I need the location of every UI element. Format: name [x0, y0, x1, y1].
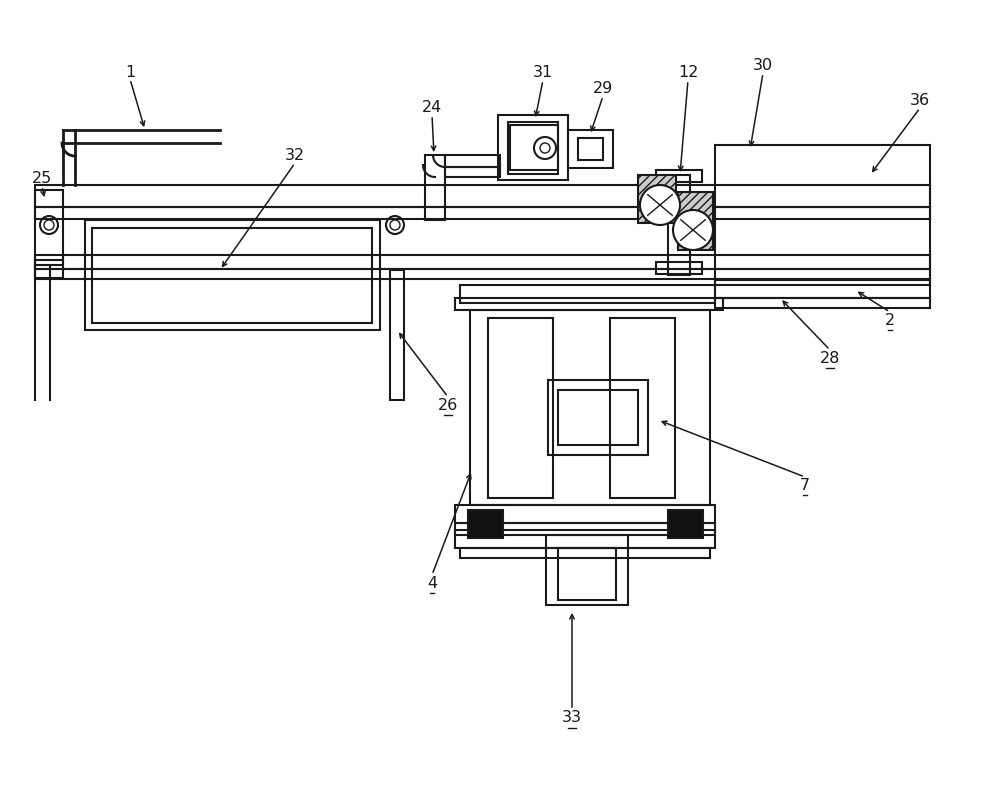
- Bar: [35, 269, 930, 279]
- Bar: [445, 167, 500, 177]
- Text: 4: 4: [427, 575, 437, 590]
- Bar: [715, 280, 930, 298]
- Text: 7: 7: [800, 477, 810, 492]
- Bar: [715, 145, 930, 285]
- Bar: [610, 318, 675, 498]
- Text: 26: 26: [438, 398, 458, 413]
- Bar: [578, 138, 603, 160]
- Bar: [638, 175, 676, 223]
- Text: 24: 24: [422, 99, 442, 114]
- Bar: [656, 170, 702, 182]
- Circle shape: [640, 185, 680, 225]
- Bar: [678, 192, 713, 250]
- Bar: [558, 390, 638, 445]
- Bar: [85, 220, 380, 330]
- Bar: [35, 185, 930, 207]
- Text: 30: 30: [753, 58, 773, 73]
- Bar: [460, 548, 710, 558]
- Bar: [470, 310, 710, 505]
- Bar: [558, 548, 616, 600]
- Text: 36: 36: [910, 92, 930, 107]
- Bar: [668, 175, 690, 275]
- Bar: [35, 255, 930, 269]
- Bar: [455, 530, 715, 548]
- Bar: [35, 207, 930, 219]
- Text: 32: 32: [285, 148, 305, 163]
- Text: 1: 1: [125, 65, 135, 80]
- Bar: [546, 535, 628, 605]
- Bar: [468, 510, 503, 538]
- Bar: [488, 318, 553, 498]
- Bar: [455, 298, 723, 310]
- Bar: [92, 228, 372, 323]
- Text: 2: 2: [885, 312, 895, 327]
- Text: 31: 31: [533, 65, 553, 80]
- Bar: [715, 298, 930, 308]
- Bar: [508, 122, 558, 174]
- Text: 33: 33: [562, 711, 582, 726]
- Bar: [390, 270, 404, 400]
- Bar: [425, 155, 445, 220]
- Text: 28: 28: [820, 350, 840, 365]
- Bar: [445, 155, 500, 167]
- Bar: [35, 260, 63, 278]
- Bar: [35, 190, 63, 265]
- Bar: [656, 262, 702, 274]
- Circle shape: [673, 210, 713, 250]
- Bar: [460, 285, 715, 303]
- Bar: [455, 523, 715, 535]
- Text: 12: 12: [678, 65, 698, 80]
- Bar: [668, 510, 703, 538]
- Bar: [498, 115, 568, 180]
- Bar: [568, 130, 613, 168]
- Bar: [548, 380, 648, 455]
- Text: 25: 25: [32, 170, 52, 185]
- Text: 29: 29: [593, 80, 613, 95]
- Bar: [455, 505, 715, 523]
